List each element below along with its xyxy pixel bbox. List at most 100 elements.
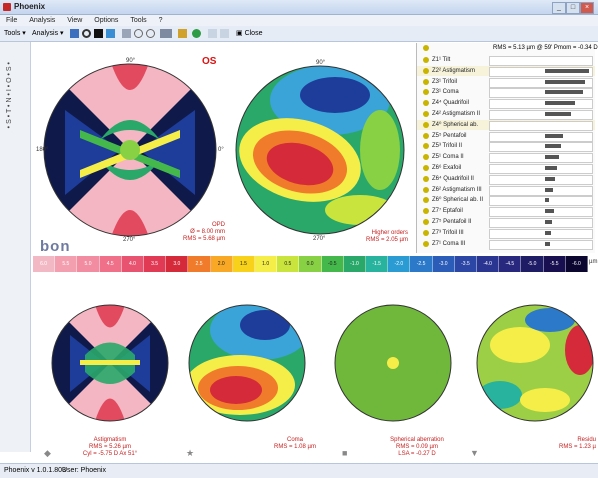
close-window-button[interactable]: × [580, 2, 594, 14]
zernike-row[interactable]: Z5⁵ Pentafoil [417, 131, 595, 142]
residual-map[interactable] [477, 305, 595, 421]
coefficient-indicator-icon [423, 208, 429, 215]
higher-orders-map[interactable] [230, 65, 406, 236]
zernike-row[interactable]: Z6⁶ Exafoil [417, 163, 595, 174]
zernike-row[interactable]: Z7⁷ Eptafoil [417, 206, 595, 218]
scale-step: -2.0 [388, 256, 411, 272]
menu-help[interactable]: ? [158, 17, 163, 24]
circle-icon[interactable] [82, 29, 91, 38]
zernike-bar [545, 101, 575, 106]
settings-icon[interactable] [160, 29, 172, 38]
coefficient-indicator-icon [423, 240, 429, 247]
triangle-icon[interactable]: ▼ [470, 448, 479, 458]
coma-caption: Coma RMS = 1.08 µm [265, 437, 325, 451]
scale-step: 5.5 [55, 256, 78, 272]
close-toolbar-button[interactable]: ▣ Close [236, 30, 263, 37]
zernike-row[interactable]: Z3¹ Trifoil [417, 77, 595, 88]
zernike-panel: RMS = 5.13 µm @ 59' Pmom = -0.34 Dp Z1¹ … [416, 43, 598, 253]
coefficient-indicator-icon [423, 197, 429, 204]
zernike-bar [545, 166, 557, 170]
higher-orders-caption: Higher orders RMS = 2.05 µm [346, 230, 408, 244]
zernike-bar [545, 198, 549, 203]
tools-menu-button[interactable]: Tools ▾ [4, 30, 26, 37]
spherical-map[interactable] [335, 305, 451, 421]
maximize-button[interactable]: □ [566, 2, 580, 14]
menu-analysis[interactable]: Analysis [29, 17, 56, 24]
zernike-row[interactable]: Z6⁰ Spherical ab. II [417, 195, 595, 207]
grid-icon[interactable] [70, 29, 79, 38]
zernike-bar [545, 112, 571, 116]
status-green-icon[interactable] [192, 29, 201, 38]
scale-step: -6.0 [565, 256, 589, 272]
zernike-row[interactable]: Z7⁵ Pentafoil II [417, 217, 595, 228]
scale-step: -0.5 [321, 256, 344, 272]
scale-step: 4.5 [99, 256, 122, 272]
zernike-value-box [489, 185, 593, 196]
opd-caption: OPD Ø = 8.00 mm RMS = 5.68 µm [165, 222, 225, 243]
zernike-label: Z6⁴ Quadrifoil II [432, 175, 474, 182]
coma-caption-line: RMS = 1.08 µm [274, 444, 316, 450]
spherical-caption: Spherical aberration RMS = 0.09 µm LSA =… [372, 437, 462, 458]
zernike-bar [545, 220, 552, 224]
zernike-bar [545, 144, 561, 149]
zernike-bar [545, 230, 551, 235]
menu-tools[interactable]: Tools [130, 17, 147, 24]
zernike-row[interactable]: Z6⁴ Quadrifoil II [417, 174, 595, 185]
pupil-icon[interactable] [134, 29, 143, 38]
coefficient-indicator-icon [423, 165, 429, 171]
color-scale-bar: 6.0 5.5 5.0 4.5 4.0 3.5 3.0 2.5 2.0 1.5 1.0 0.5 0.0-… [33, 256, 589, 272]
forward-icon[interactable] [220, 29, 229, 38]
spherical-caption-line: LSA = -0.27 D [398, 451, 436, 457]
zernike-value-box [489, 88, 593, 99]
zernike-row[interactable]: Z4² Astigmatism II [417, 109, 595, 120]
astigmatism-caption: Astigmatism RMS = 5.26 µm Cyl = -5.75 D … [60, 437, 160, 458]
residual-caption-line: RMS = 1.23 µ [559, 444, 596, 450]
zernike-row[interactable]: Z5¹ Coma II [417, 152, 595, 164]
zernike-row[interactable]: Z1¹ Tilt [417, 55, 595, 66]
angle-label: 90° [126, 58, 136, 64]
scale-step: -4.0 [477, 256, 500, 272]
contrast-icon[interactable] [94, 29, 103, 38]
star-icon[interactable]: ★ [186, 448, 195, 458]
zernike-row[interactable]: Z5³ Trifoil II [417, 141, 595, 153]
image-icon[interactable] [106, 29, 115, 38]
zernike-value-box [489, 120, 593, 131]
astigmatism-map[interactable] [52, 305, 168, 421]
zernike-row[interactable]: Z6² Astigmatism III [417, 185, 595, 196]
filter-icon[interactable] [178, 29, 187, 38]
zernike-value-box [489, 218, 593, 228]
menu-view[interactable]: View [67, 17, 83, 24]
scale-step: -3.0 [432, 256, 455, 272]
zernike-label: Z3¹ Trifoil [432, 78, 458, 85]
scale-step: -1.0 [343, 256, 367, 272]
coefficient-indicator-icon [423, 219, 429, 225]
zernike-label: Z5³ Trifoil II [432, 143, 463, 150]
menu-file[interactable]: File [6, 17, 18, 24]
zone-icon[interactable] [146, 29, 155, 38]
coefficient-indicator-icon [423, 67, 429, 74]
menu-bar: File Analysis View Options Tools ? [0, 15, 598, 26]
zernike-row[interactable]: Z7¹ Coma III [417, 239, 595, 250]
zernike-row[interactable]: Z4⁰ Spherical ab. [417, 119, 595, 131]
analysis-menu-button[interactable]: Analysis ▾ [32, 30, 64, 37]
spherical-caption-line: RMS = 0.09 µm [396, 444, 438, 450]
menu-options[interactable]: Options [94, 17, 119, 24]
opd-map[interactable] [40, 60, 220, 240]
scale-step: 3.5 [144, 256, 167, 272]
opd-caption-line: RMS = 5.68 µm [183, 236, 225, 242]
scale-step: -1.5 [366, 256, 389, 272]
minimize-button[interactable]: _ [552, 2, 566, 14]
map-icon[interactable] [122, 29, 131, 38]
zernike-row[interactable]: Z7³ Trifoil III [417, 228, 595, 239]
zernike-row[interactable]: Z3¹ Coma [417, 87, 595, 99]
title-bar: Phoenix _ □ × [0, 0, 598, 15]
close-label: Close [244, 30, 263, 37]
coefficient-indicator-icon [423, 100, 429, 107]
zernike-row[interactable]: Z2² Astigmatism [417, 65, 595, 77]
back-icon[interactable] [208, 29, 217, 38]
eye-label: OS [202, 56, 217, 67]
diamond-icon[interactable]: ◆ [44, 448, 51, 458]
coma-map[interactable] [185, 300, 310, 421]
square-icon[interactable]: ■ [342, 448, 348, 458]
zernike-row[interactable]: Z4⁴ Quadrifoil [417, 98, 595, 110]
